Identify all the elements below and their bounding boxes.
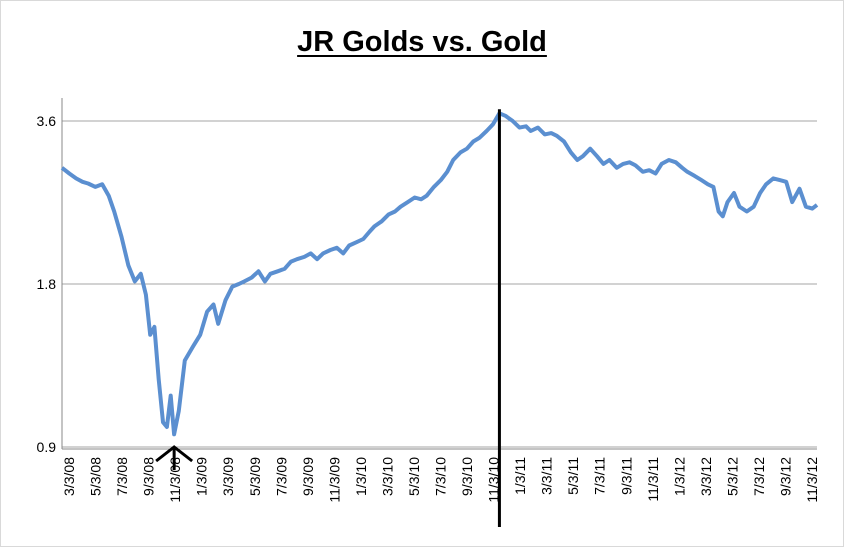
x-tick-label: 5/3/10: [406, 457, 422, 496]
x-tick-label: 5/3/08: [88, 457, 104, 496]
y-tick-label: 1.8: [37, 276, 57, 292]
x-tick-label: 9/3/12: [777, 457, 793, 496]
x-tick-label: 3/3/11: [539, 457, 555, 495]
chart-title: JR Golds vs. Gold: [297, 26, 547, 58]
x-axis-tick-labels: 3/3/08 5/3/08 7/3/08 9/3/08 11/3/08 1/3/09 3/3…: [61, 457, 820, 503]
bottom-marker-arrow: [155, 445, 194, 470]
annotations: [155, 109, 501, 527]
x-tick-label: 5/3/11: [565, 457, 581, 495]
x-tick-label: 7/3/10: [433, 457, 449, 496]
x-tick-label: 1/3/12: [671, 457, 687, 496]
x-tick-label: 3/3/09: [220, 457, 236, 496]
x-tick-label: 7/3/09: [273, 457, 289, 496]
x-tick-label: 9/3/10: [459, 457, 475, 496]
x-tick-label: 11/3/11: [645, 457, 661, 502]
axes: [61, 98, 817, 450]
x-tick-label: 1/3/11: [512, 457, 528, 495]
x-tick-label: 9/3/09: [300, 457, 316, 496]
x-tick-label: 3/3/08: [61, 457, 77, 496]
x-tick-label: 9/3/11: [618, 457, 634, 495]
x-tick-label: 7/3/08: [114, 457, 130, 496]
x-tick-label: 11/3/12: [804, 457, 820, 503]
x-tick-label: 1/3/09: [194, 457, 210, 496]
x-tick-label: 11/3/08: [167, 457, 183, 503]
x-tick-label: 7/3/11: [592, 457, 608, 495]
x-tick-label: 11/3/09: [326, 457, 342, 503]
x-tick-label: 3/3/12: [698, 457, 714, 496]
x-tick-label: 3/3/10: [379, 457, 395, 496]
y-axis-tick-labels: 3.6 1.8 0.9: [37, 113, 57, 455]
x-tick-label: 5/3/09: [247, 457, 263, 496]
x-tick-label: 11/3/10: [486, 457, 502, 503]
x-tick-label: 9/3/08: [141, 457, 157, 496]
y-tick-label: 0.9: [37, 439, 57, 455]
series-line: [60, 111, 819, 437]
gridlines: [62, 120, 817, 448]
x-tick-label: 5/3/12: [724, 457, 740, 496]
x-tick-label: 1/3/10: [353, 457, 369, 496]
y-tick-label: 3.6: [37, 113, 57, 129]
x-tick-label: 7/3/12: [751, 457, 767, 496]
